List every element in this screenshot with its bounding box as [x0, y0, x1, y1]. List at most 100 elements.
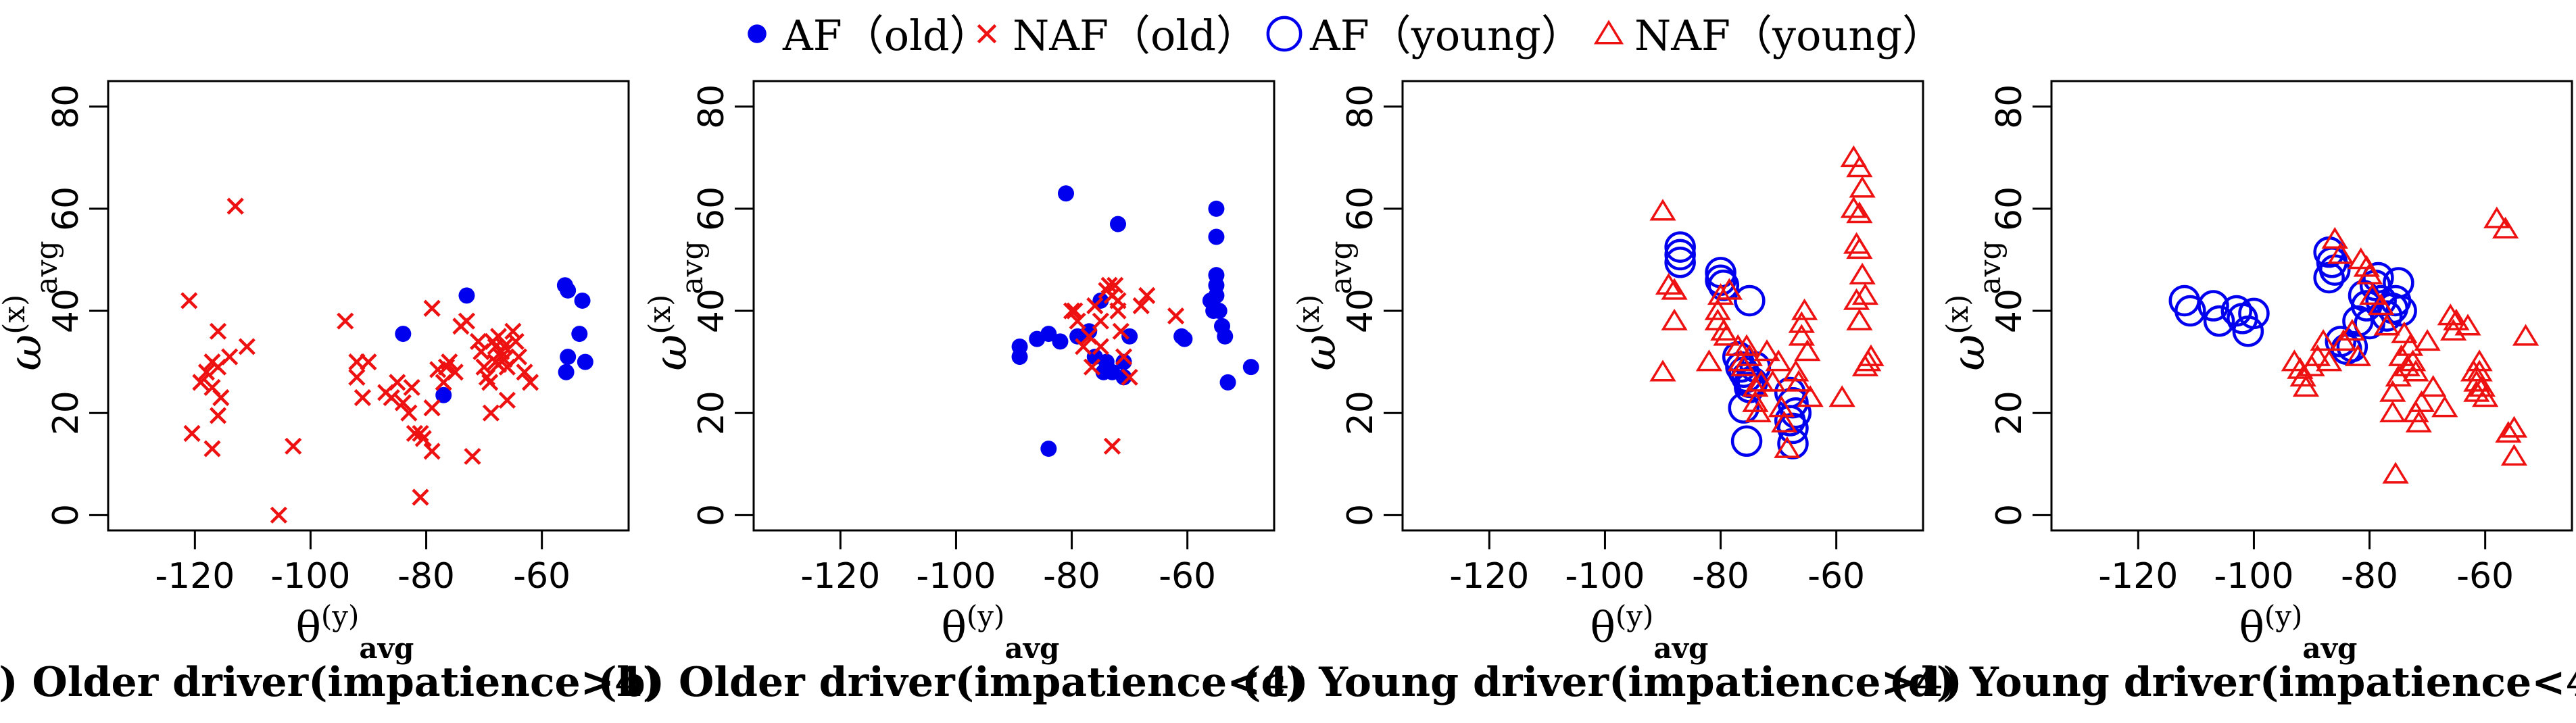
data-point: [2353, 255, 2380, 277]
data-point: [2492, 216, 2519, 239]
data-point: [270, 506, 287, 524]
data-point: [495, 351, 513, 368]
data-point: [1788, 311, 1815, 333]
data-point: [212, 389, 230, 407]
data-point: [2168, 284, 2201, 317]
y-tick-label: 60: [1989, 186, 2030, 231]
y-tick-label: 40: [691, 289, 732, 333]
scatter-panel-c: 0 20 40 60 80 -120 -100 -80 -60 ω(x)avg θ(y)avg(c)…: [1242, 80, 1962, 706]
x-tick-label: -60: [2456, 556, 2514, 597]
data-point: [1851, 283, 1879, 305]
data-point: [1107, 276, 1124, 294]
data-point: [1734, 284, 1766, 317]
data-point: [221, 348, 239, 366]
data-point: [464, 447, 481, 466]
data-point: [1851, 354, 1879, 376]
data-point: [2238, 297, 2270, 330]
x-tick-label: -120: [800, 556, 880, 597]
data-point: [1846, 155, 1873, 178]
data-point: [1849, 176, 1876, 198]
data-point: [1100, 276, 1118, 294]
y-tick-label: 80: [46, 84, 87, 129]
data-point: [577, 353, 593, 370]
data-point: [1664, 231, 1696, 263]
plot-frame: [1401, 80, 1924, 532]
data-point: [1742, 390, 1769, 412]
series-filled-circle: [395, 277, 593, 403]
panel-caption: (c) Young driver(impatience>4): [1242, 659, 1962, 706]
data-point: [1649, 199, 1676, 221]
panel-caption: (b) Older driver(impatience<4): [598, 659, 1308, 706]
data-point: [1040, 326, 1057, 343]
data-point: [1086, 297, 1104, 315]
y-tick-label: 0: [46, 504, 87, 526]
data-point: [1208, 287, 1225, 304]
series-open-triangle: [1649, 145, 1885, 458]
data-point: [197, 364, 216, 381]
legend-entry: AF（young）: [1266, 11, 1583, 60]
data-point: [412, 489, 429, 506]
data-point: [574, 292, 591, 309]
y-tick-label: 80: [1340, 84, 1381, 129]
data-point: [2483, 206, 2510, 228]
x-tick-label: -80: [397, 556, 455, 597]
data-point: [1052, 333, 1069, 350]
data-point: [1785, 370, 1812, 392]
data-point: [2414, 329, 2441, 351]
legend-marker: [1266, 16, 1303, 52]
data-point: [1138, 286, 1156, 304]
data-point: [2356, 262, 2383, 284]
series-cross: [180, 197, 539, 524]
data-point: [1846, 237, 1873, 259]
data-point: [1846, 201, 1873, 224]
data-point: [1092, 338, 1109, 355]
data-point: [507, 332, 525, 350]
panel-caption: (d) Young driver(impatience<4): [1889, 659, 2576, 706]
data-point: [1843, 288, 1870, 310]
x-axis-label: θ(y)avg: [942, 599, 1060, 665]
data-point: [2408, 390, 2435, 412]
data-point: [495, 338, 513, 355]
y-tick-label: 40: [46, 289, 87, 333]
x-axis-label: θ(y)avg: [2239, 599, 2358, 665]
legend-entry: NAF（young）: [1593, 11, 1944, 60]
data-point: [521, 374, 539, 391]
data-point: [2469, 375, 2496, 397]
data-point: [516, 364, 533, 381]
series-open-triangle: [2281, 206, 2539, 484]
x-tick-label: -80: [2341, 556, 2398, 597]
data-point: [1132, 297, 1150, 315]
legend-label: AF（old）: [782, 11, 992, 60]
data-point: [1063, 302, 1081, 320]
data-point: [504, 322, 522, 340]
y-tick-label: 60: [691, 186, 732, 231]
data-point: [1728, 392, 1760, 424]
data-point: [2174, 295, 2206, 327]
data-point: [1794, 339, 1821, 362]
data-point: [423, 443, 441, 460]
data-point: [1736, 344, 1763, 366]
data-point: [2321, 226, 2348, 249]
data-point: [560, 282, 577, 299]
y-tick-label: 0: [691, 504, 732, 526]
y-tick-label: 40: [1340, 289, 1381, 333]
legend-label: AF（young）: [1309, 11, 1583, 60]
data-point: [1121, 368, 1138, 386]
data-point: [1208, 200, 1225, 217]
y-tick-label: 20: [1340, 391, 1381, 435]
data-point: [209, 322, 227, 340]
data-point: [2402, 359, 2429, 382]
data-point: [446, 364, 464, 381]
plot-frame: [2050, 80, 2573, 532]
data-point: [498, 391, 516, 409]
data-point: [469, 332, 487, 350]
x-axis-label: θ(y)avg: [1590, 599, 1709, 665]
data-point: [435, 387, 452, 403]
data-point: [2382, 462, 2409, 484]
data-point: [2339, 318, 2366, 341]
data-point: [2431, 395, 2458, 418]
data-point: [2197, 290, 2229, 322]
data-point: [458, 287, 475, 304]
data-point: [1797, 385, 1824, 407]
